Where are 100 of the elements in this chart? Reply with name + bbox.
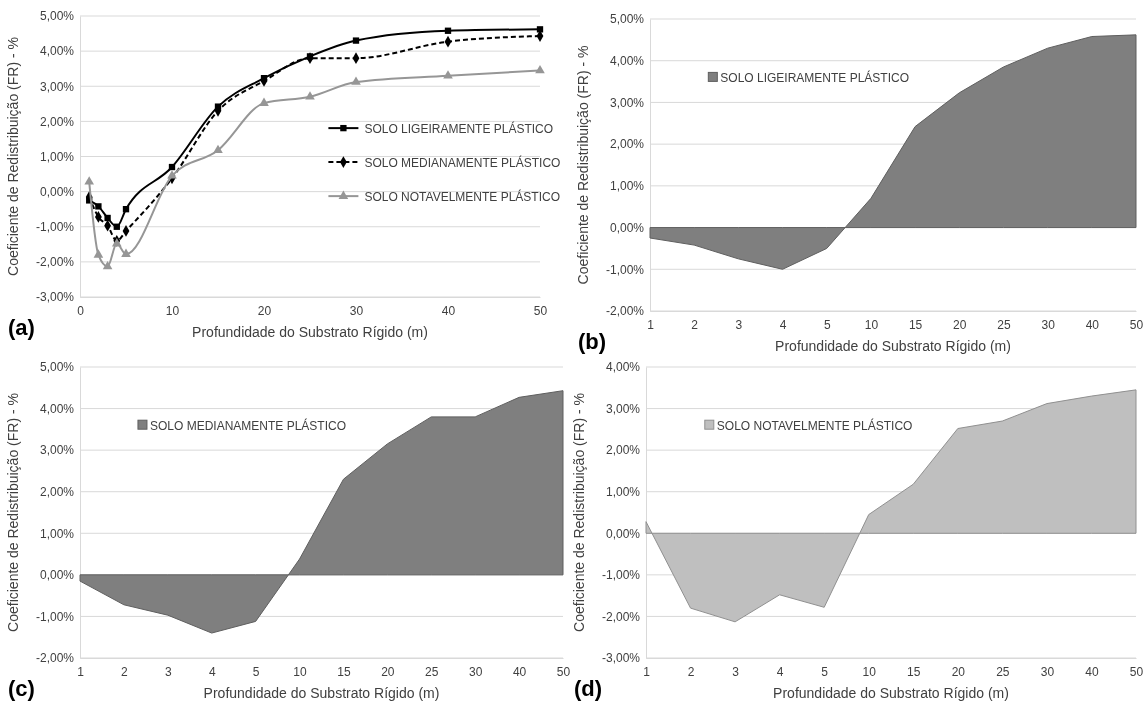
x-tick-label: 10	[165, 303, 180, 318]
x-tick-label: 50	[533, 303, 548, 318]
y-tick-label: 5,00%	[609, 12, 645, 27]
x-tick-label: 5	[821, 664, 829, 679]
y-tick-label: 3,00%	[39, 443, 75, 458]
y-tick-label: 4,00%	[609, 54, 645, 69]
point	[351, 76, 361, 85]
point	[444, 27, 452, 34]
point	[535, 64, 545, 74]
x-tick-label: 15	[907, 664, 921, 679]
text: (a)	[8, 315, 35, 340]
x-axis-title: Profundidade do Substrato Rígido (m)	[203, 685, 440, 701]
y-tick-label: 3,00%	[605, 401, 641, 416]
legend-label: SOLO LIGEIRAMENTE PLÁSTICO	[720, 69, 910, 85]
y-tick-label: 1,00%	[39, 149, 75, 164]
legend-label: SOLO NOTAVELMENTE PLÁSTICO	[716, 417, 913, 433]
x-tick-label: 2	[691, 317, 699, 332]
y-axis-title: Coeficiente de Redistribuição (FR) - %	[5, 37, 21, 276]
y-tick-label: 4,00%	[39, 401, 75, 416]
x-tick-label: 1	[77, 664, 85, 679]
point	[113, 223, 120, 230]
y-tick-label: -3,00%	[601, 651, 641, 666]
point	[305, 91, 315, 100]
x-tick-label: 25	[997, 317, 1011, 332]
x-tick-label: 5	[252, 664, 260, 679]
y-tick-label: -1,00%	[605, 262, 645, 277]
y-tick-label: -2,00%	[35, 651, 75, 666]
x-tick-label: 3	[732, 664, 740, 679]
y-tick-label: -1,00%	[601, 568, 641, 583]
y-tick-label: -3,00%	[35, 290, 75, 305]
x-tick-label: 40	[441, 303, 456, 318]
x-tick-label: 1	[647, 317, 655, 332]
y-tick-label: 3,00%	[609, 95, 645, 110]
x-tick-label: 40	[1085, 317, 1100, 332]
point	[111, 238, 122, 247]
x-tick-label: 15	[337, 664, 351, 679]
legend-label: SOLO LIGEIRAMENTE PLÁSTICO	[364, 120, 554, 136]
x-tick-label: 2	[687, 664, 695, 679]
x-tick-label: 30	[349, 303, 364, 318]
x-tick-label: 3	[735, 317, 743, 332]
x-tick-label: 15	[908, 317, 923, 332]
x-tick-label: 4	[779, 317, 787, 332]
point	[213, 144, 223, 153]
y-axis-title: Coeficiente de Redistribuição (FR) - %	[5, 393, 21, 632]
y-axis-title: Coeficiente de Redistribuição (FR) - %	[571, 393, 587, 632]
y-tick-label: 5,00%	[39, 9, 75, 24]
y-tick-label: -1,00%	[35, 220, 75, 235]
x-tick-label: 20	[951, 664, 966, 679]
x-tick-label: 25	[425, 664, 439, 679]
point	[84, 176, 95, 185]
x-tick-label: 25	[996, 664, 1010, 679]
y-tick-label: 0,00%	[39, 568, 75, 583]
y-tick-label: 1,00%	[605, 485, 641, 500]
point	[168, 163, 176, 171]
y-tick-label: 2,00%	[605, 443, 641, 458]
y-tick-label: 0,00%	[605, 526, 641, 541]
x-axis-title: Profundidade do Substrato Rígido (m)	[775, 338, 1011, 354]
x-axis-title: Profundidade do Substrato Rígido (m)	[192, 324, 428, 340]
y-tick-label: -1,00%	[35, 609, 75, 624]
point	[259, 97, 269, 106]
x-tick-label: 30	[1041, 317, 1056, 332]
x-tick-label: 50	[1129, 664, 1144, 679]
y-tick-label: 2,00%	[39, 114, 75, 129]
y-axis-title: Coeficiente de Redistribuição (FR) - %	[575, 45, 591, 285]
y-tick-label: 0,00%	[39, 184, 75, 199]
x-tick-label: 50	[556, 664, 571, 679]
x-tick-label: 1	[643, 664, 651, 679]
x-tick-label: 3	[164, 664, 172, 679]
point	[102, 260, 113, 270]
y-tick-label: -2,00%	[35, 255, 75, 270]
point	[95, 203, 102, 210]
point	[122, 206, 130, 213]
x-tick-label: 10	[862, 664, 877, 679]
text: (d)	[574, 676, 603, 701]
point	[352, 37, 360, 44]
point	[93, 249, 104, 258]
y-tick-label: 2,00%	[609, 137, 645, 152]
x-tick-label: 20	[257, 303, 272, 318]
point	[104, 214, 111, 222]
x-tick-label: 10	[293, 664, 308, 679]
x-axis-title: Profundidade do Substrato Rígido (m)	[773, 685, 1009, 701]
y-tick-label: 1,00%	[609, 179, 645, 194]
y-tick-label: 0,00%	[609, 220, 645, 235]
x-tick-label: 10	[864, 317, 879, 332]
y-tick-label: 4,00%	[39, 44, 75, 59]
x-tick-label: 5	[823, 317, 831, 332]
point	[121, 248, 131, 257]
legend-label: SOLO MEDIANAMENTE PLÁSTICO	[364, 154, 561, 170]
y-tick-label: 5,00%	[39, 360, 75, 375]
x-tick-label: 20	[953, 317, 967, 332]
x-tick-label: 20	[381, 664, 395, 679]
legend-label: SOLO MEDIANAMENTE PLÁSTICO	[149, 417, 347, 433]
y-tick-label: -2,00%	[601, 609, 641, 624]
x-tick-label: 50	[1129, 317, 1144, 332]
y-tick-label: 1,00%	[39, 526, 75, 541]
x-tick-label: 4	[776, 664, 784, 679]
point	[167, 170, 177, 179]
y-tick-label: 2,00%	[39, 485, 75, 500]
x-tick-label: 40	[512, 664, 527, 679]
x-tick-label: 4	[208, 664, 216, 679]
